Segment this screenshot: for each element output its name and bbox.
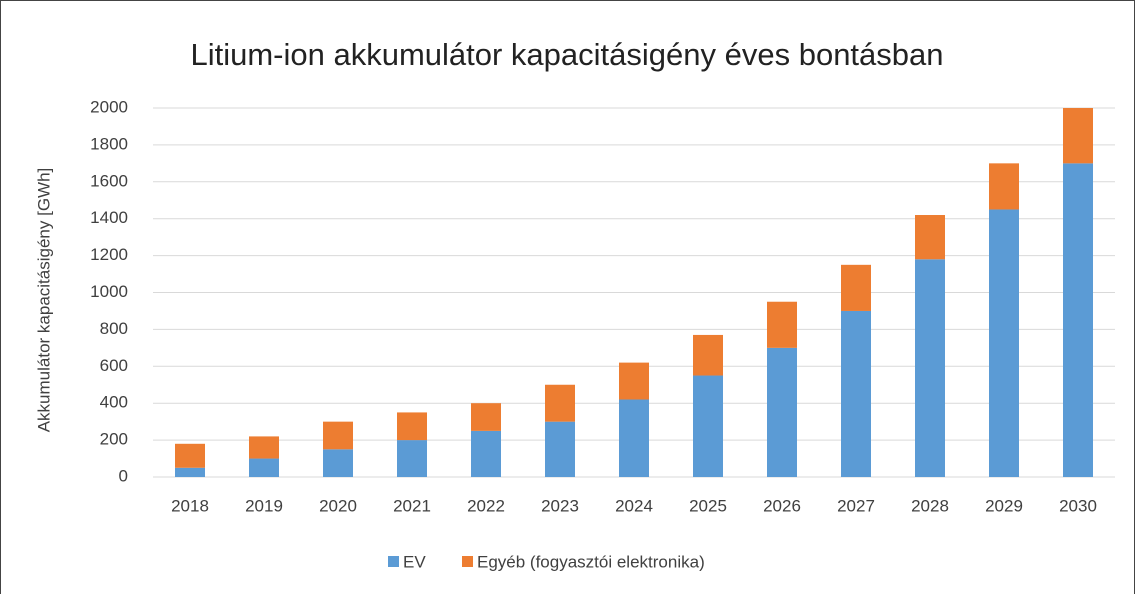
- x-tick-label: 2027: [837, 496, 875, 515]
- bar-segment: [397, 412, 427, 441]
- bar-segment: [323, 421, 353, 450]
- bar-segment: [249, 458, 279, 477]
- y-tick-label: 1000: [90, 282, 128, 301]
- y-tick-label: 1600: [90, 171, 128, 190]
- bar-segment: [693, 375, 723, 477]
- bar-segment: [545, 384, 575, 422]
- y-tick-label: 1800: [90, 134, 128, 153]
- x-tick-label: 2019: [245, 496, 283, 515]
- y-tick-label: 400: [100, 393, 128, 412]
- bar-segment: [175, 467, 205, 477]
- x-tick-label: 2021: [393, 496, 431, 515]
- chart-title: Litium-ion akkumulátor kapacitásigény év…: [190, 37, 943, 72]
- bar-segment: [397, 440, 427, 477]
- x-tick-label: 2028: [911, 496, 949, 515]
- legend-label: EV: [403, 552, 426, 571]
- x-tick-label: 2030: [1059, 496, 1097, 515]
- bar-segment: [619, 399, 649, 477]
- legend-label: Egyéb (fogyasztói elektronika): [477, 552, 705, 571]
- y-tick-label: 1400: [90, 208, 128, 227]
- bar-segment: [323, 449, 353, 477]
- bar-segment: [175, 443, 205, 468]
- y-tick-label: 200: [100, 430, 128, 449]
- x-tick-label: 2022: [467, 496, 505, 515]
- bar-segment: [1063, 163, 1093, 477]
- bar-segment: [693, 334, 723, 376]
- bar-segment: [619, 362, 649, 400]
- bar-segment: [767, 301, 797, 348]
- bar-segment: [471, 403, 501, 431]
- x-tick-label: 2024: [615, 496, 653, 515]
- x-tick-label: 2025: [689, 496, 727, 515]
- bar-segment: [471, 430, 501, 477]
- x-tick-label: 2026: [763, 496, 801, 515]
- y-tick-label: 2000: [90, 97, 128, 116]
- y-tick-label: 1200: [90, 245, 128, 264]
- bar-segment: [989, 163, 1019, 210]
- y-tick-label: 600: [100, 356, 128, 375]
- legend-swatch: [388, 556, 399, 567]
- bar-segment: [841, 264, 871, 311]
- x-tick-label: 2029: [985, 496, 1023, 515]
- bar-segment: [249, 436, 279, 459]
- bar-segment: [545, 421, 575, 477]
- y-tick-label: 0: [119, 466, 128, 485]
- bar-segment: [1063, 108, 1093, 164]
- bar-segment: [841, 310, 871, 477]
- bar-segment: [989, 209, 1019, 477]
- y-axis-label: Akkumulátor kapacitásigény [GWh]: [34, 168, 53, 433]
- legend-swatch: [462, 556, 473, 567]
- bar-segment: [767, 347, 797, 477]
- x-tick-label: 2023: [541, 496, 579, 515]
- x-tick-label: 2020: [319, 496, 357, 515]
- y-tick-label: 800: [100, 319, 128, 338]
- bar-segment: [915, 215, 945, 260]
- bar-segment: [915, 259, 945, 477]
- x-tick-label: 2018: [171, 496, 209, 515]
